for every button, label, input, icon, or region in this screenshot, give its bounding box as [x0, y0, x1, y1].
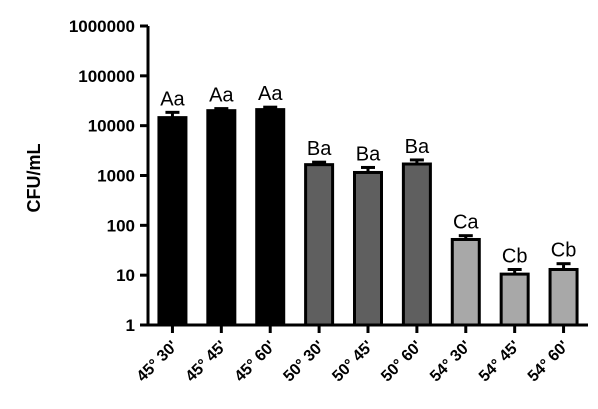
y-tick-label: 10000: [88, 117, 135, 136]
y-tick-label: 1000: [97, 167, 135, 186]
bar: [304, 163, 335, 327]
x-tick-label: 45° 45': [183, 338, 231, 386]
data-label: Cb: [551, 240, 577, 262]
data-label: Aa: [160, 88, 185, 110]
bar: [450, 237, 481, 327]
y-tick-label: 100000: [78, 67, 135, 86]
bar: [499, 272, 530, 327]
x-tick-label: 54° 45': [476, 338, 524, 386]
x-tick-label: 54° 30': [427, 338, 475, 386]
bar: [157, 116, 188, 327]
data-label: Ba: [307, 138, 332, 160]
data-label: Ba: [356, 143, 381, 165]
data-label: Ca: [453, 212, 479, 234]
x-tick-label: 45° 30': [134, 338, 182, 386]
x-tick-label: 50° 60': [378, 338, 426, 386]
x-tick-label: 54° 60': [525, 338, 573, 386]
data-label: Aa: [258, 83, 283, 105]
x-tick-label: 50° 30': [280, 338, 328, 386]
data-label: Cb: [502, 245, 528, 267]
y-axis-title: CFU/mL: [24, 144, 44, 213]
data-label: Aa: [209, 85, 234, 107]
bar: [206, 109, 237, 327]
bar: [401, 162, 432, 327]
x-tick-label: 45° 60': [231, 338, 279, 386]
x-tick-label: 50° 45': [329, 338, 377, 386]
y-tick-label: 10: [116, 266, 135, 285]
y-tick-label: 1000000: [69, 17, 135, 36]
bar: [255, 108, 286, 327]
bar: [353, 170, 383, 327]
y-tick-label: 1: [126, 316, 135, 335]
data-label: Ba: [405, 136, 430, 158]
y-tick-label: 100: [107, 216, 135, 235]
bar: [548, 267, 579, 327]
